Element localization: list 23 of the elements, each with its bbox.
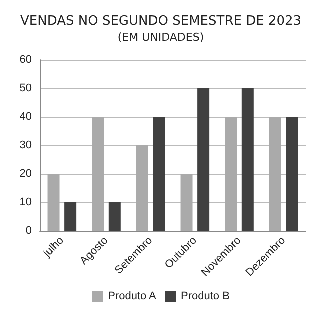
y-tick-label: 0 [26,225,32,237]
y-tick-label: 40 [20,111,32,123]
bar [242,88,254,231]
y-tick-label: 10 [20,196,32,208]
bar [269,117,282,231]
bar [136,146,148,231]
chart-subtitle: (EM UNIDADES) [118,31,204,44]
chart-title: VENDAS NO SEGUNDO SEMESTRE DE 2023 [20,14,302,29]
y-tick-label: 50 [20,82,32,94]
legend-label: Produto B [181,290,230,302]
y-tick-label: 20 [20,168,32,180]
bar [64,202,77,231]
bar [286,117,298,231]
bar [153,117,166,231]
y-tick-label: 30 [20,140,32,152]
bar [225,117,238,231]
bar [198,88,210,231]
bar [48,174,60,231]
y-tick-label: 60 [20,54,32,66]
bar [92,117,104,231]
bar [180,174,193,231]
bar [108,202,121,231]
legend-label: Produto A [108,290,158,302]
